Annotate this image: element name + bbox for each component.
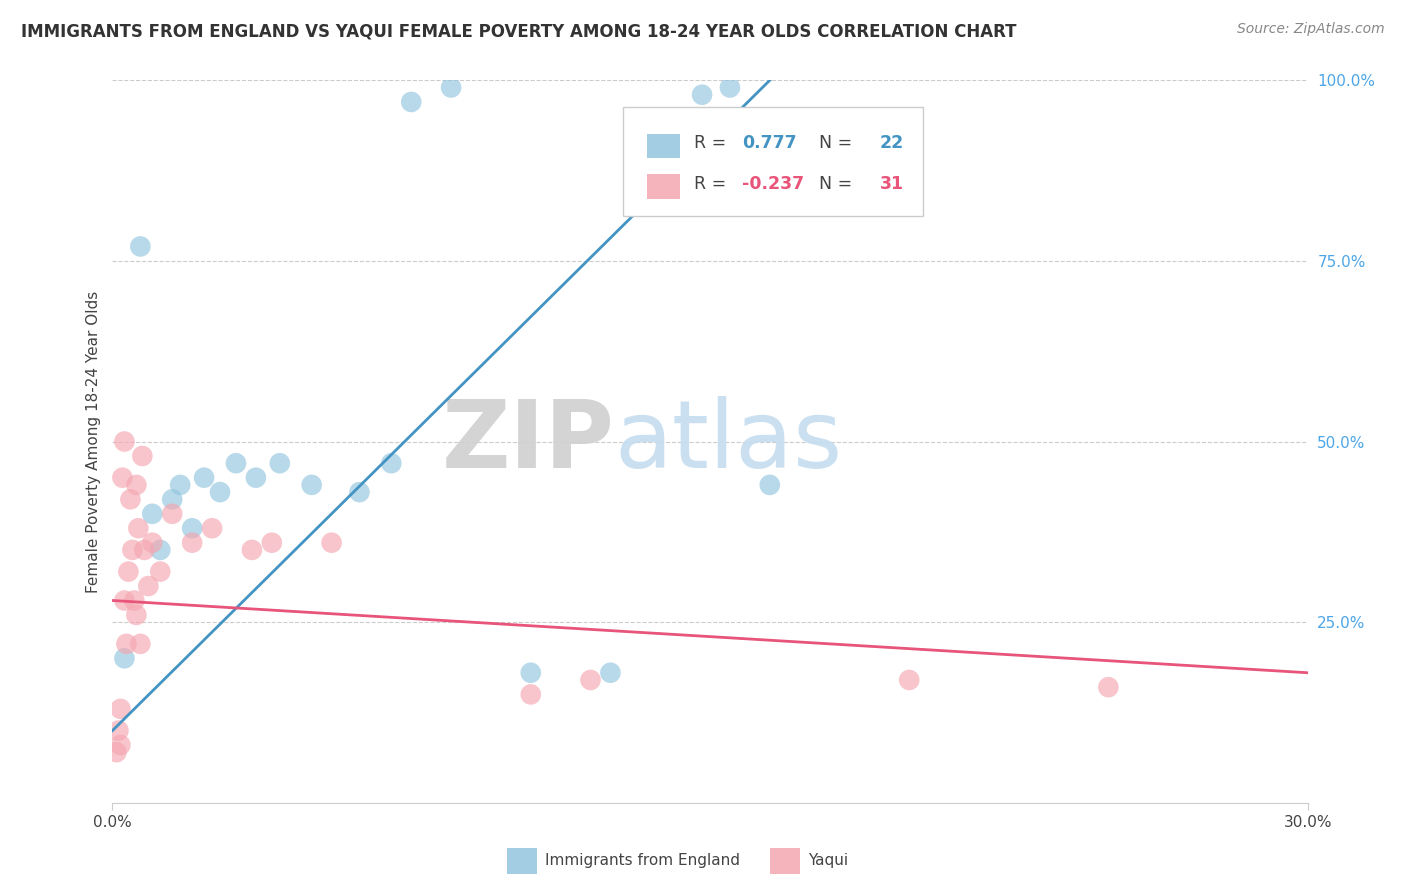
Point — [245, 471, 267, 485]
Point — [107, 723, 129, 738]
FancyBboxPatch shape — [770, 848, 800, 873]
Point — [579, 673, 602, 687]
Point — [114, 651, 135, 665]
Point — [162, 492, 183, 507]
Point — [599, 665, 621, 680]
Point — [141, 535, 163, 549]
Point — [105, 745, 128, 759]
Point — [1097, 680, 1119, 694]
Point — [134, 542, 156, 557]
Text: atlas: atlas — [614, 395, 842, 488]
Y-axis label: Female Poverty Among 18-24 Year Olds: Female Poverty Among 18-24 Year Olds — [86, 291, 101, 592]
Text: Yaqui: Yaqui — [808, 853, 848, 868]
Point — [169, 478, 191, 492]
Text: R =: R = — [695, 175, 733, 193]
Point — [138, 579, 160, 593]
Point — [127, 521, 149, 535]
FancyBboxPatch shape — [647, 134, 681, 158]
Point — [209, 485, 232, 500]
Point — [115, 637, 138, 651]
Point — [131, 449, 153, 463]
Point — [125, 478, 148, 492]
Point — [898, 673, 921, 687]
Point — [401, 95, 423, 109]
Point — [129, 637, 152, 651]
Text: 31: 31 — [880, 175, 904, 193]
Text: 0.777: 0.777 — [742, 134, 797, 153]
Text: R =: R = — [695, 134, 733, 153]
Point — [520, 687, 543, 701]
Text: Source: ZipAtlas.com: Source: ZipAtlas.com — [1237, 22, 1385, 37]
Point — [201, 521, 224, 535]
Point — [162, 507, 183, 521]
Point — [114, 434, 135, 449]
Point — [111, 471, 134, 485]
Text: N =: N = — [808, 175, 858, 193]
Point — [129, 239, 152, 253]
Point — [225, 456, 247, 470]
Point — [120, 492, 142, 507]
Point — [349, 485, 371, 500]
Text: IMMIGRANTS FROM ENGLAND VS YAQUI FEMALE POVERTY AMONG 18-24 YEAR OLDS CORRELATIO: IMMIGRANTS FROM ENGLAND VS YAQUI FEMALE … — [21, 22, 1017, 40]
FancyBboxPatch shape — [623, 107, 922, 216]
Point — [193, 471, 215, 485]
Text: -0.237: -0.237 — [742, 175, 804, 193]
FancyBboxPatch shape — [508, 848, 537, 873]
Point — [117, 565, 139, 579]
Point — [690, 87, 713, 102]
Point — [269, 456, 291, 470]
Point — [125, 607, 148, 622]
Point — [181, 521, 204, 535]
Point — [141, 507, 163, 521]
Point — [520, 665, 543, 680]
Point — [718, 80, 741, 95]
Point — [380, 456, 402, 470]
Point — [260, 535, 283, 549]
Point — [149, 542, 172, 557]
Point — [440, 80, 463, 95]
Point — [114, 593, 135, 607]
Point — [181, 535, 204, 549]
Point — [124, 593, 146, 607]
Text: Immigrants from England: Immigrants from England — [546, 853, 740, 868]
FancyBboxPatch shape — [647, 175, 681, 199]
Text: 22: 22 — [880, 134, 904, 153]
Point — [301, 478, 323, 492]
Point — [110, 702, 132, 716]
Point — [110, 738, 132, 752]
Text: ZIP: ZIP — [441, 395, 614, 488]
Point — [149, 565, 172, 579]
Point — [321, 535, 343, 549]
Point — [121, 542, 143, 557]
Text: N =: N = — [808, 134, 858, 153]
Point — [240, 542, 263, 557]
Point — [759, 478, 782, 492]
